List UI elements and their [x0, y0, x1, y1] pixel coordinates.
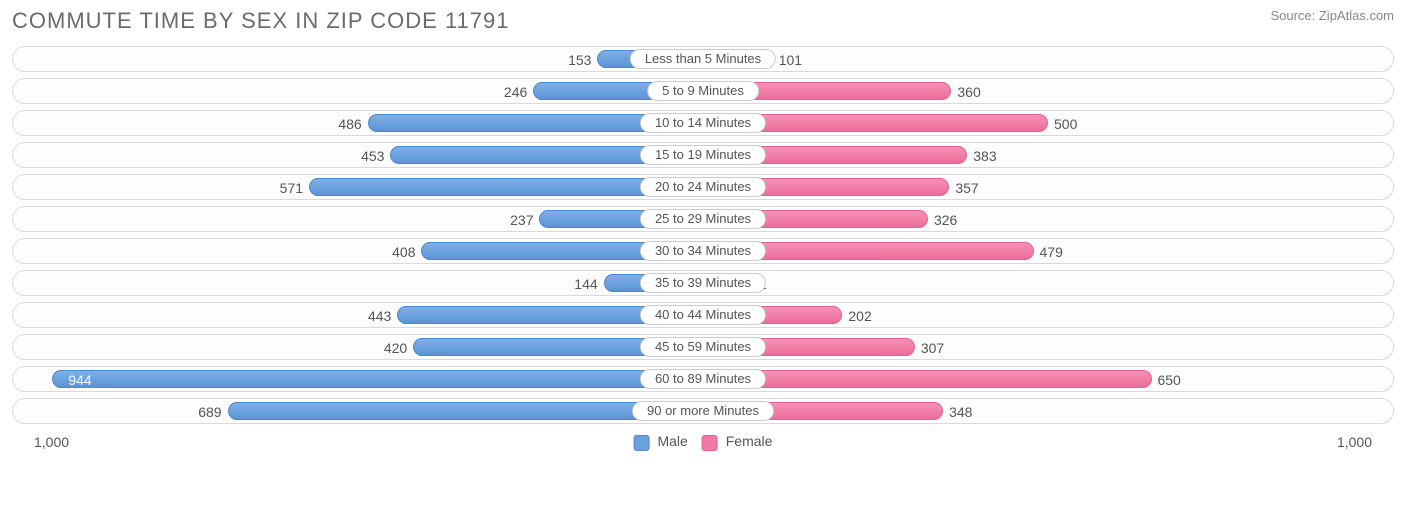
male-value: 689	[198, 399, 221, 425]
category-label: 30 to 34 Minutes	[640, 241, 766, 261]
category-label: 35 to 39 Minutes	[640, 273, 766, 293]
male-value: 246	[504, 79, 527, 105]
male-value: 443	[368, 303, 391, 329]
legend: Male Female	[634, 433, 773, 450]
female-value: 500	[1054, 111, 1077, 137]
bar-row: 246 360 5 to 9 Minutes	[12, 78, 1394, 104]
female-value: 202	[848, 303, 871, 329]
male-bar	[52, 370, 703, 388]
female-value: 348	[949, 399, 972, 425]
female-value: 326	[934, 207, 957, 233]
chart-header: COMMUTE TIME BY SEX IN ZIP CODE 11791 So…	[12, 8, 1394, 34]
legend-female-label: Female	[726, 433, 773, 449]
category-label: 45 to 59 Minutes	[640, 337, 766, 357]
category-label: 90 or more Minutes	[632, 401, 774, 421]
male-value: 453	[361, 143, 384, 169]
bar-row: 1446135 to 39 Minutes	[12, 270, 1394, 296]
bar-row: 486 500 10 to 14 Minutes	[12, 110, 1394, 136]
chart-footer: 1,000 Male Female 1,000	[12, 430, 1394, 454]
legend-male-label: Male	[657, 433, 687, 449]
male-value: 486	[338, 111, 361, 137]
category-label: 20 to 24 Minutes	[640, 177, 766, 197]
axis-max-left: 1,000	[34, 434, 69, 450]
female-bar	[703, 370, 1152, 388]
bar-row: 408 479 30 to 34 Minutes	[12, 238, 1394, 264]
chart-source: Source: ZipAtlas.com	[1270, 8, 1394, 23]
male-value: 153	[568, 47, 591, 73]
bar-row: 453 383 15 to 19 Minutes	[12, 142, 1394, 168]
category-label: 40 to 44 Minutes	[640, 305, 766, 325]
bar-row: 153 101Less than 5 Minutes	[12, 46, 1394, 72]
diverging-bar-chart: 153 101Less than 5 Minutes 246 360 5 to 9 Mi…	[12, 46, 1394, 424]
legend-male: Male	[634, 433, 688, 450]
category-label: 25 to 29 Minutes	[640, 209, 766, 229]
category-label: Less than 5 Minutes	[630, 49, 776, 69]
bar-row: 944 650 60 to 89 Minutes	[12, 366, 1394, 392]
bar-row: 237 326 25 to 29 Minutes	[12, 206, 1394, 232]
female-value: 479	[1040, 239, 1063, 265]
female-value: 360	[957, 79, 980, 105]
male-value: 571	[280, 175, 303, 201]
category-label: 10 to 14 Minutes	[640, 113, 766, 133]
male-swatch	[634, 435, 650, 451]
female-swatch	[702, 435, 718, 451]
male-value: 237	[510, 207, 533, 233]
bar-row: 443 202 40 to 44 Minutes	[12, 302, 1394, 328]
axis-max-right: 1,000	[1337, 434, 1372, 450]
male-value: 944	[68, 367, 91, 393]
female-value: 307	[921, 335, 944, 361]
bar-row: 571 357 20 to 24 Minutes	[12, 174, 1394, 200]
male-value: 408	[392, 239, 415, 265]
female-value: 357	[955, 175, 978, 201]
legend-female: Female	[702, 433, 773, 450]
bar-row: 420 307 45 to 59 Minutes	[12, 334, 1394, 360]
female-value: 101	[779, 47, 802, 73]
category-label: 60 to 89 Minutes	[640, 369, 766, 389]
male-value: 420	[384, 335, 407, 361]
female-value: 383	[973, 143, 996, 169]
female-value: 650	[1157, 367, 1180, 393]
category-label: 15 to 19 Minutes	[640, 145, 766, 165]
category-label: 5 to 9 Minutes	[647, 81, 759, 101]
bar-row: 689 348 90 or more Minutes	[12, 398, 1394, 424]
male-value: 144	[574, 271, 597, 297]
chart-title: COMMUTE TIME BY SEX IN ZIP CODE 11791	[12, 8, 510, 34]
